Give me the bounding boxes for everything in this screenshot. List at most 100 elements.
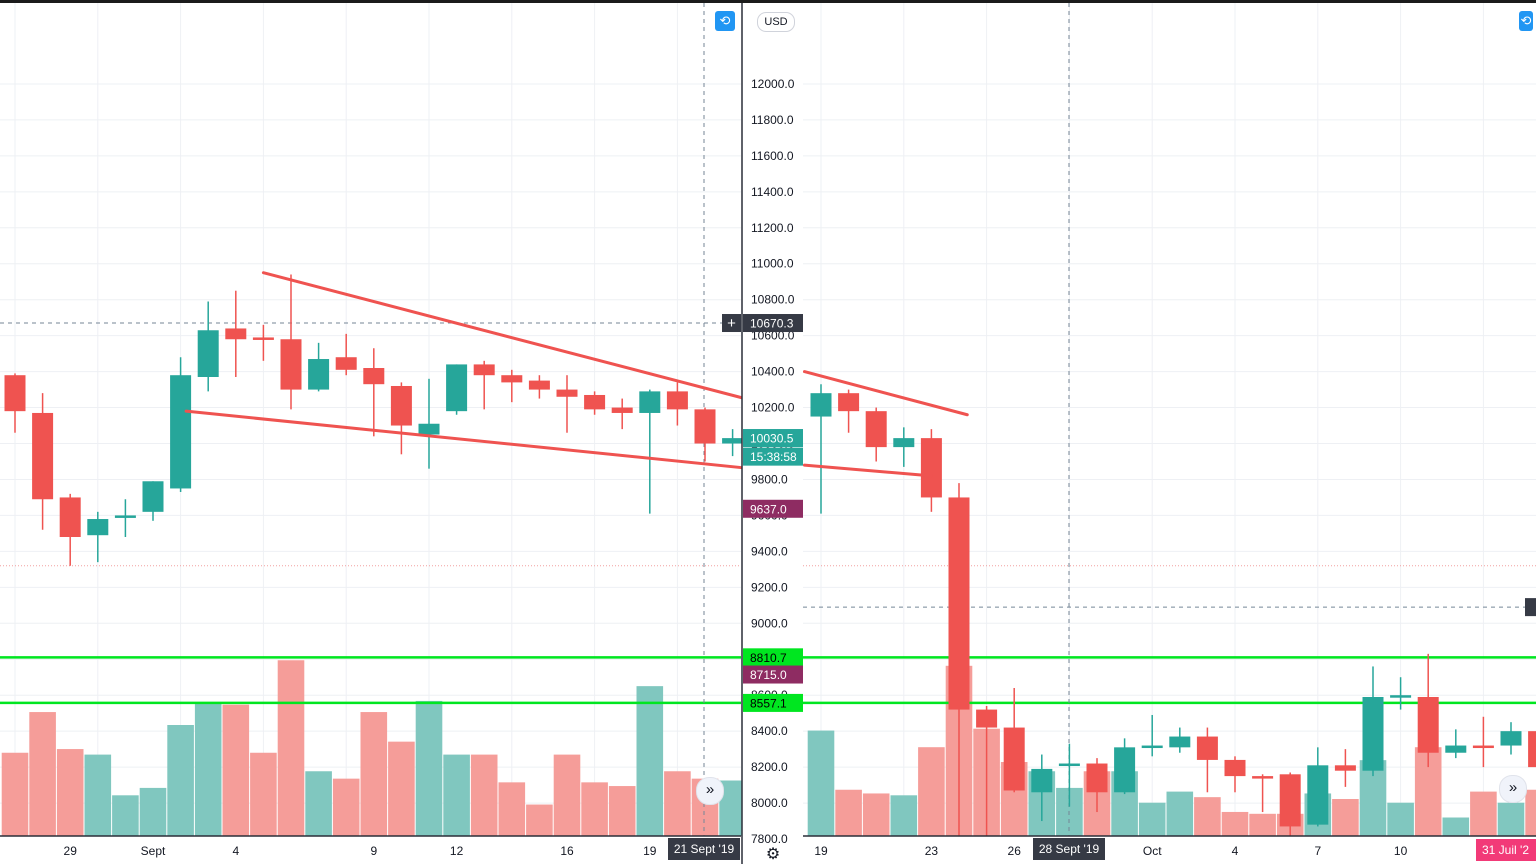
candle-body bbox=[920, 438, 942, 498]
volume-bar bbox=[553, 754, 581, 836]
volume-bar bbox=[277, 660, 305, 836]
price-axis-tick-label: 12000.0 bbox=[751, 77, 795, 91]
candle-body bbox=[280, 339, 302, 390]
left-chart-svg[interactable]: 29 Sept 4 9 12 16 19 21 Sept '19 12000.0 11800.0 1… bbox=[0, 3, 803, 864]
volume-bar bbox=[1249, 813, 1276, 836]
price-label-marker-bg bbox=[743, 665, 803, 684]
currency-badge[interactable]: USD bbox=[757, 12, 795, 32]
candle-body bbox=[838, 393, 860, 412]
crosshair-date-label: 28 Sept '19 bbox=[1039, 842, 1100, 856]
volume-bar bbox=[1194, 797, 1221, 836]
volume-bar bbox=[1497, 802, 1525, 836]
gear-icon[interactable]: ⚙ bbox=[765, 846, 781, 863]
price-label-crosshair: 10670.3 bbox=[750, 317, 794, 331]
price-label-last-bg bbox=[743, 429, 803, 448]
time-axis-label: 23 bbox=[925, 844, 939, 858]
time-axis-label: 19 bbox=[814, 844, 828, 858]
volume-bar bbox=[139, 787, 167, 836]
right-chart-svg[interactable]: 19 23 26 Oct 4 7 10 28 Sept '19 31 Juil '2 bbox=[803, 3, 1536, 864]
volume-bar bbox=[112, 795, 139, 836]
volume-bar bbox=[581, 782, 608, 836]
price-label-marker: 9637.0 bbox=[750, 502, 787, 516]
price-axis-tick-label: 10200.0 bbox=[751, 401, 795, 415]
crosshair-date-label-bg bbox=[668, 838, 740, 860]
price-axis-tick-label: 8400.0 bbox=[751, 724, 788, 738]
volume-bar bbox=[415, 700, 443, 836]
volume-bar bbox=[1166, 791, 1194, 836]
price-label-countdown: 15:38:58 bbox=[750, 450, 797, 464]
time-axis-label: 9 bbox=[370, 844, 377, 858]
volume-bar bbox=[194, 702, 222, 836]
price-axis-tick-label: 10600.0 bbox=[751, 329, 795, 343]
candle-body bbox=[1114, 747, 1136, 793]
volume-bar bbox=[84, 754, 112, 836]
left-chart-panel[interactable]: 29 Sept 4 9 12 16 19 21 Sept '19 12000.0 11800.0 1… bbox=[0, 3, 803, 864]
candle-body bbox=[1472, 745, 1494, 749]
candle-body bbox=[948, 497, 970, 710]
price-axis-tick-label: 8000.0 bbox=[751, 796, 788, 810]
time-axis-label: 29 bbox=[64, 844, 78, 858]
time-axis-label: 10 bbox=[1394, 844, 1408, 858]
sync-icon[interactable]: ⟲ bbox=[1519, 11, 1533, 31]
volume-bar bbox=[360, 712, 388, 836]
volume-bar bbox=[1, 752, 29, 836]
time-axis-label: 16 bbox=[560, 844, 574, 858]
candle-body bbox=[1252, 776, 1274, 779]
price-axis-tick-label: 11000.0 bbox=[751, 257, 794, 271]
candle-body bbox=[59, 497, 81, 537]
candle-body bbox=[893, 438, 915, 448]
crosshair-plus-icon: + bbox=[727, 315, 736, 332]
candle-body bbox=[976, 709, 998, 728]
price-label-countdown-bg bbox=[743, 447, 803, 466]
candle-body bbox=[335, 357, 357, 370]
price-axis-tick-label: 11400.0 bbox=[751, 185, 794, 199]
candle-body bbox=[1031, 768, 1053, 793]
price-label-support-bg bbox=[743, 648, 803, 667]
volume-bar bbox=[305, 771, 332, 836]
volume-bar bbox=[807, 730, 835, 836]
volume-bar bbox=[636, 686, 664, 836]
time-axis-label: 26 bbox=[1008, 844, 1022, 858]
price-axis-tick-label: 11800.0 bbox=[751, 113, 794, 127]
double-chevron-right-icon[interactable]: » bbox=[696, 777, 724, 805]
price-label-last: 10030.5 bbox=[750, 432, 794, 446]
time-axis-label: Sept bbox=[141, 844, 166, 858]
candle-body bbox=[114, 515, 136, 518]
candle-body bbox=[390, 385, 412, 426]
double-chevron-right-icon[interactable]: » bbox=[1499, 775, 1527, 803]
trend-line bbox=[803, 370, 969, 417]
crosshair-date-label-bg bbox=[1033, 838, 1105, 860]
price-label-support: 8557.1 bbox=[750, 696, 787, 710]
sync-icon[interactable]: ⟲ bbox=[715, 11, 735, 31]
price-label-marker-bg bbox=[743, 499, 803, 518]
volume-bar bbox=[664, 771, 691, 836]
candle-body bbox=[1279, 774, 1301, 827]
candle-body bbox=[1196, 736, 1218, 760]
price-label-crosshair-bg bbox=[743, 314, 803, 333]
volume-bar bbox=[1138, 802, 1166, 836]
candle-body bbox=[170, 375, 192, 489]
volume-bar bbox=[470, 754, 498, 836]
price-axis-tick-label: 10800.0 bbox=[751, 293, 795, 307]
candle-body bbox=[197, 330, 219, 377]
candle-body bbox=[363, 368, 385, 385]
candle-body bbox=[4, 375, 26, 412]
volume-bar bbox=[388, 741, 415, 836]
right-chart-panel[interactable]: 19 23 26 Oct 4 7 10 28 Sept '19 31 Juil '2 ⟲ » bbox=[803, 3, 1536, 864]
candle-body bbox=[1307, 765, 1329, 825]
candle-body bbox=[1528, 731, 1536, 768]
volume-bar bbox=[608, 786, 636, 836]
corner-date-label: 31 Juil '2 bbox=[1482, 843, 1529, 857]
price-label-marker: 8715.0 bbox=[750, 668, 787, 682]
candle-body bbox=[810, 393, 832, 417]
crosshair-edge-marker bbox=[1525, 598, 1536, 617]
volume-bar bbox=[918, 747, 945, 836]
candle-body bbox=[1417, 697, 1439, 753]
candle-body bbox=[1003, 727, 1025, 791]
volume-bar bbox=[498, 782, 526, 836]
candle-body bbox=[473, 364, 495, 376]
price-axis-tick-label: 9800.0 bbox=[751, 472, 788, 486]
candle-body bbox=[584, 394, 606, 410]
price-axis-tick-label: 9400.0 bbox=[751, 544, 788, 558]
time-axis-label: 7 bbox=[1314, 844, 1321, 858]
